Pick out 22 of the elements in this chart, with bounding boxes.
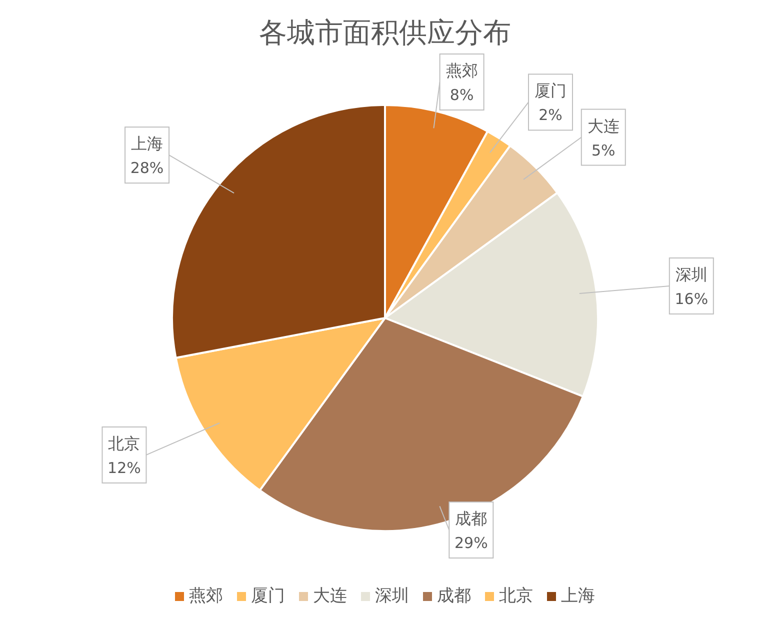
legend-label: 厦门 xyxy=(251,586,285,606)
chart-title: 各城市面积供应分布 xyxy=(259,16,511,49)
legend-label: 深圳 xyxy=(375,586,409,606)
data-label: 12% xyxy=(108,458,141,477)
legend-label: 大连 xyxy=(313,586,347,606)
slice-label: 北京 xyxy=(108,434,140,453)
legend-label: 北京 xyxy=(499,586,533,606)
data-label: 5% xyxy=(591,141,616,160)
data-label: 16% xyxy=(674,290,708,308)
data-label: 8% xyxy=(450,86,474,104)
slice-label: 大连 xyxy=(587,116,620,136)
data-label: 28% xyxy=(130,159,164,178)
legend-label: 燕郊 xyxy=(189,586,223,606)
legend-label: 上海 xyxy=(561,586,595,606)
slice-label: 深圳 xyxy=(675,264,708,284)
slice-label: 上海 xyxy=(131,134,164,154)
slice-label: 成都 xyxy=(455,509,488,528)
slice-label: 厦门 xyxy=(534,81,566,100)
legend-label: 成都 xyxy=(437,586,471,606)
data-label: 2% xyxy=(538,106,562,124)
data-label: 29% xyxy=(454,534,488,552)
slice-label: 燕郊 xyxy=(446,61,478,80)
